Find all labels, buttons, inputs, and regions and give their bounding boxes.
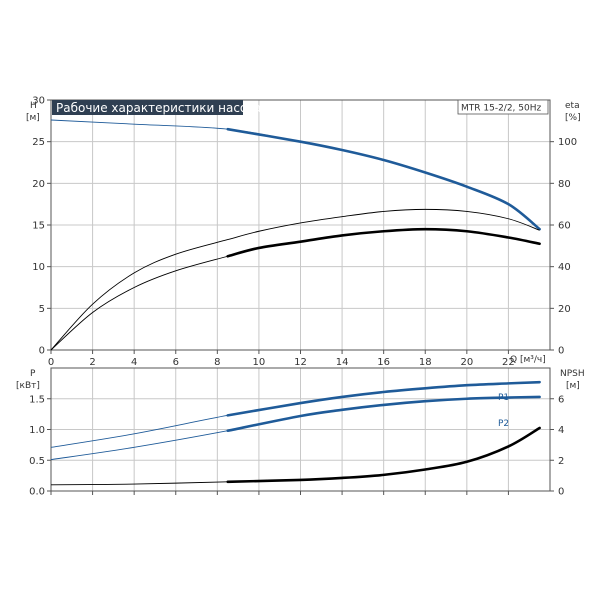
y-right-tick-label: 40 bbox=[558, 262, 571, 273]
series-line-h bbox=[50, 119, 540, 230]
y-left-tick-label: 25 bbox=[32, 137, 45, 148]
y-left-unit-bottom: [кВт] bbox=[16, 381, 40, 391]
x-tick-label: 6 bbox=[173, 357, 179, 368]
y-right-label-bottom-npsh: NPSH bbox=[560, 369, 585, 379]
series-line-eta_low-operating bbox=[226, 227, 541, 258]
x-axis-label: Q [м³/ч] bbox=[510, 355, 546, 365]
x-tick-label: 0 bbox=[48, 357, 54, 368]
y-left-tick-label: 15 bbox=[32, 221, 45, 232]
y-right-tick-label: 2 bbox=[558, 456, 564, 467]
x-tick-label: 14 bbox=[336, 357, 349, 368]
series-label-p1: P1 bbox=[498, 393, 509, 403]
x-tick-label: 12 bbox=[294, 357, 307, 368]
series-line-npsh-operating bbox=[226, 426, 541, 484]
series-line-eta_low bbox=[50, 228, 540, 351]
y-right-label-top-eta: eta bbox=[565, 101, 580, 111]
series-line-p1-operating bbox=[226, 380, 541, 417]
y-right-tick-label: 60 bbox=[558, 221, 571, 232]
x-tick-label: 20 bbox=[460, 357, 473, 368]
y-left-label-top-H: H bbox=[30, 101, 37, 111]
y-left-tick-label: 20 bbox=[32, 179, 45, 190]
y-right-tick-label: 80 bbox=[558, 179, 571, 190]
model-box bbox=[457, 99, 549, 115]
y-left-tick-label: 0 bbox=[39, 346, 45, 357]
title-box bbox=[52, 100, 243, 115]
series-line-npsh bbox=[50, 427, 540, 486]
y-right-unit-top: [%] bbox=[565, 113, 581, 123]
y-left-tick-label: 0.0 bbox=[29, 487, 45, 498]
x-tick-label: 4 bbox=[131, 357, 137, 368]
y-left-tick-label: 10 bbox=[32, 262, 45, 273]
series-line-p2 bbox=[50, 396, 540, 461]
y-left-tick-label: 0.5 bbox=[29, 456, 45, 467]
y-right-unit-bottom: [м] bbox=[566, 381, 580, 391]
y-left-tick-label: 5 bbox=[39, 304, 45, 315]
y-right-tick-label: 0 bbox=[558, 487, 564, 498]
model-label: MTR 15-2/2, 50Hz bbox=[461, 104, 542, 114]
x-tick-label: 10 bbox=[253, 357, 266, 368]
head-efficiency-panel: 0 2 4 6 8 10 12 14 16 18 20 22 0 5 10 15 20 25 30 0 20 40 60 80… bbox=[26, 96, 581, 369]
series-line-p2-operating bbox=[226, 395, 541, 433]
series-line-h-operating bbox=[226, 127, 541, 231]
x-tick-label: 8 bbox=[214, 357, 220, 368]
series-line-p1 bbox=[50, 381, 540, 448]
series-label-p2: P2 bbox=[498, 419, 509, 429]
y-right-tick-label: 4 bbox=[558, 425, 564, 436]
y-left-label-bottom-P: P bbox=[30, 369, 36, 379]
y-left-unit-top: [м] bbox=[26, 113, 40, 123]
x-tick-label: 16 bbox=[377, 357, 390, 368]
power-npsh-panel: 0.0 0.5 1.0 1.5 0 2 4 6 P [кВт] NPSH [м] P1 P2 bbox=[16, 367, 585, 498]
y-right-tick-label: 20 bbox=[558, 304, 571, 315]
y-left-tick-label: 1.0 bbox=[29, 425, 45, 436]
x-tick-label: 18 bbox=[419, 357, 432, 368]
x-tick-label: 2 bbox=[89, 357, 95, 368]
y-left-tick-label: 1.5 bbox=[29, 394, 45, 405]
series-line-eta_high bbox=[50, 208, 540, 351]
x-tick-label: 22 bbox=[502, 357, 515, 368]
y-left-tick-label: 30 bbox=[32, 96, 45, 107]
y-right-tick-label: 100 bbox=[558, 137, 577, 148]
chart-title: Рабочие характеристики насоса bbox=[56, 101, 261, 115]
y-right-tick-label: 6 bbox=[558, 394, 564, 405]
y-right-tick-label: 0 bbox=[558, 346, 564, 357]
